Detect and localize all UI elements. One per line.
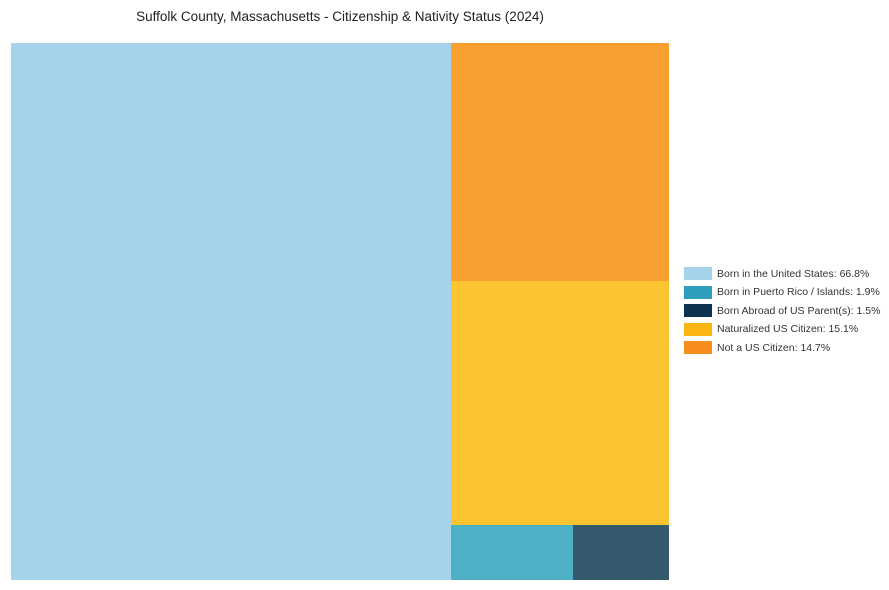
legend-label-born-puerto-rico: Born in Puerto Rico / Islands: 1.9%: [717, 286, 880, 298]
legend-item-born-puerto-rico: Born in Puerto Rico / Islands: 1.9%: [684, 285, 880, 299]
legend: Born in the United States: 66.8% Born in…: [684, 267, 880, 360]
legend-item-not-us-citizen: Not a US Citizen: 14.7%: [684, 341, 880, 354]
legend-label-born-abroad: Born Abroad of US Parent(s): 1.5%: [717, 304, 881, 317]
legend-item-born-in-us: Born in the United States: 66.8%: [684, 267, 880, 280]
legend-item-naturalized-citizen: Naturalized US Citizen: 15.1%: [684, 322, 880, 336]
legend-label-naturalized-citizen: Naturalized US Citizen: 15.1%: [717, 323, 859, 335]
legend-label-born-in-us: Born in the United States: 66.8%: [717, 267, 870, 280]
tile-born-abroad: [572, 525, 669, 580]
tile-not-us-citizen: [450, 43, 669, 281]
legend-swatch-born-puerto-rico: [684, 285, 712, 299]
tile-born-in-us: [11, 43, 451, 580]
legend-swatch-born-in-us: [684, 267, 712, 280]
legend-swatch-naturalized-citizen: [684, 322, 712, 336]
legend-swatch-not-us-citizen: [684, 341, 712, 354]
legend-item-born-abroad: Born Abroad of US Parent(s): 1.5%: [684, 304, 880, 317]
tile-naturalized-citizen: [450, 280, 669, 525]
legend-label-not-us-citizen: Not a US Citizen: 14.7%: [717, 341, 831, 354]
chart-title: Suffolk County, Massachusetts - Citizens…: [136, 9, 544, 24]
treemap-plot: [11, 43, 669, 580]
tile-born-puerto-rico: [450, 525, 573, 580]
legend-swatch-born-abroad: [684, 304, 712, 317]
